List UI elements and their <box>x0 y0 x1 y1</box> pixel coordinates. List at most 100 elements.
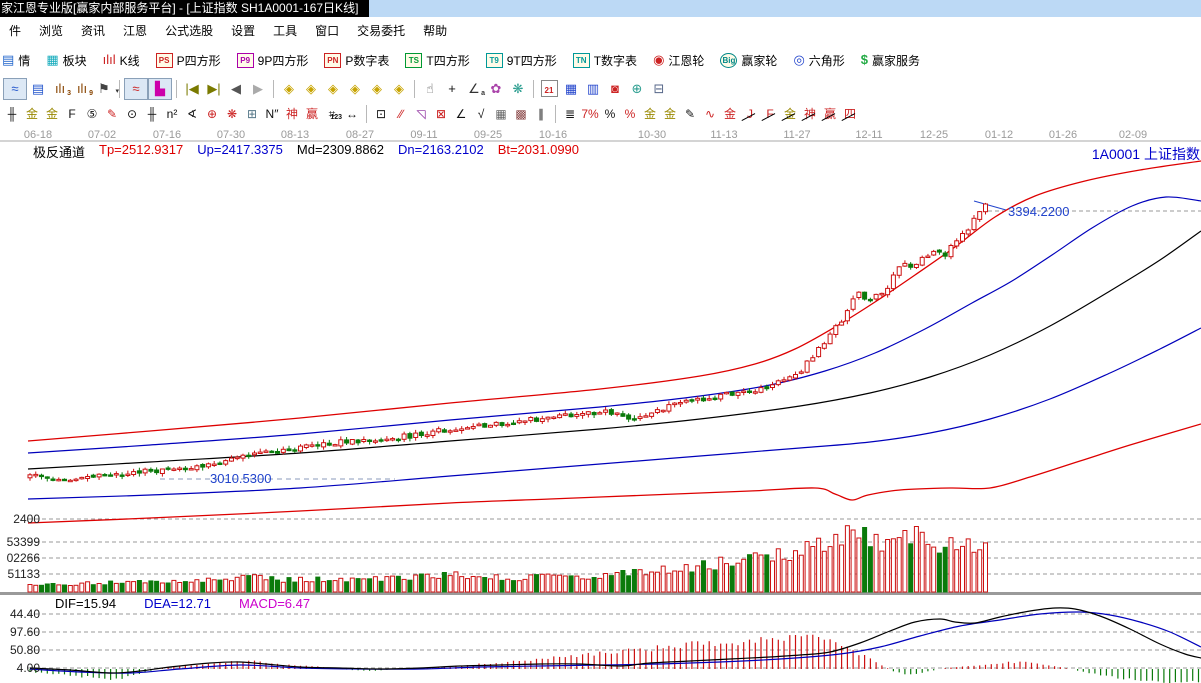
f-grid-icon[interactable]: F <box>68 106 76 121</box>
print-icon[interactable]: ⊟ <box>653 81 665 96</box>
shen-angle-icon[interactable]: 神 <box>800 105 820 123</box>
hand-tool-icon[interactable]: ☝ <box>426 81 434 96</box>
double-line-icon[interactable]: ╫ <box>7 106 17 121</box>
n-square-icon[interactable]: n² <box>166 106 178 121</box>
toolbar-item-hexagon[interactable]: ◎ 六角形 <box>785 52 852 69</box>
red-fan-icon[interactable]: ∕∕ <box>398 106 403 121</box>
j-angle-icon[interactable]: J <box>740 105 760 123</box>
ruler-123-icon[interactable]: ⌗ 123 <box>328 106 342 121</box>
comb-lines-icon[interactable]: ╫ <box>147 106 157 121</box>
gold-circle-icon[interactable]: 金 <box>643 106 656 121</box>
menu-item-0[interactable]: 件 <box>9 24 22 38</box>
pct-red-icon[interactable]: % <box>624 106 636 121</box>
check-lines-icon[interactable]: √ <box>477 106 485 121</box>
toolbar-item-9p-square[interactable]: P9 9P四方形 <box>229 52 317 69</box>
title-bar: 家江恩专业版[赢家内部服务平台] - [上证指数 SH1A0001-167日K线… <box>0 0 1201 17</box>
mirror-angle-icon[interactable]: ∢ <box>186 106 198 121</box>
menu-item-2[interactable]: 资讯 <box>81 24 106 38</box>
n-ticks-icon[interactable]: Ν″ <box>265 106 279 121</box>
flag-tool-icon[interactable]: ⚑ ▾ <box>98 81 119 96</box>
toolbar-item-t-number-table[interactable]: TN T数字表 <box>565 52 645 69</box>
grid-red-icon[interactable]: ▩ <box>515 106 527 121</box>
calendar-icon[interactable]: 21 <box>538 79 560 99</box>
toolbar-item-p-square[interactable]: PS P四方形 <box>148 52 229 69</box>
angle-measure-icon[interactable]: ∠ a <box>468 81 485 97</box>
menu-item-4[interactable]: 公式选股 <box>165 24 214 38</box>
purple-fan-icon[interactable]: ◹ <box>416 106 426 121</box>
calculator-icon[interactable]: ▦ <box>564 81 578 96</box>
red-crosshair-icon[interactable]: ⊕ <box>206 106 218 121</box>
color-histogram-icon[interactable]: ▙ <box>148 77 172 100</box>
menu-item-3[interactable]: 江恩 <box>123 24 148 38</box>
toolbar-item-winner-service[interactable]: $ 赢家服务 <box>853 52 928 69</box>
toolbar-item-t-square[interactable]: TS T四方形 <box>397 52 477 69</box>
gold-line-icon[interactable]: 金 <box>663 106 676 121</box>
diamond-all-icon[interactable]: ◈ <box>394 81 404 96</box>
crosshair-icon[interactable]: + <box>448 81 456 96</box>
menu-item-8[interactable]: 交易委托 <box>357 24 406 38</box>
bar-scale-icon[interactable]: ≣ <box>564 106 576 121</box>
chart-area[interactable] <box>0 127 1201 683</box>
red-zigzag-icon[interactable]: ≈ <box>124 77 148 100</box>
ying-tool-icon[interactable]: 赢 <box>305 106 318 121</box>
kline-icon: ılıl <box>102 52 116 67</box>
bars-3-icon[interactable]: ılı 3 <box>54 81 71 97</box>
gold-grid-icon[interactable]: 金 <box>25 106 38 121</box>
red-web-icon[interactable]: ❋ <box>226 106 238 121</box>
diamond-cross-icon[interactable]: ◈ <box>350 81 360 96</box>
ying-angle-icon[interactable]: 赢 <box>820 105 840 123</box>
diamond-right-icon[interactable]: ◈ <box>306 81 316 96</box>
seven-pct-icon[interactable]: 7% <box>581 106 599 121</box>
box-grid-icon[interactable]: ⊡ <box>375 106 387 121</box>
h-range-icon[interactable]: ↔ <box>346 106 358 121</box>
red-pen-icon[interactable]: ✎ <box>106 106 118 121</box>
bars-9-icon[interactable]: ılı 9 <box>76 81 93 97</box>
spiderweb-icon[interactable]: ⊞ <box>246 106 258 121</box>
menu-item-6[interactable]: 工具 <box>273 24 298 38</box>
next-bar-icon[interactable]: ▶ <box>253 81 263 96</box>
date-tick-10-16: 10-16 <box>538 129 568 141</box>
network-icon[interactable]: ⊕ <box>631 81 643 96</box>
clipboard-icon[interactable]: ▤ <box>31 81 45 96</box>
f-angle-icon[interactable]: F <box>760 105 780 123</box>
cycle-circle-icon[interactable]: ⊙ <box>126 106 138 121</box>
pen-bars-icon[interactable]: ✎ <box>684 106 696 121</box>
gold-angle-icon[interactable]: 金 <box>780 105 800 123</box>
gold-red-icon[interactable]: 金 <box>723 106 736 121</box>
diamond-left-icon[interactable]: ◈ <box>284 81 294 96</box>
diamond-v-icon[interactable]: ◈ <box>372 81 382 96</box>
toolbar-item-sectors[interactable]: ▦ 板块 <box>38 52 94 69</box>
last-bar-icon[interactable]: ▶| <box>207 81 221 96</box>
toolbar-item-9t-square[interactable]: T9 9T四方形 <box>478 52 565 69</box>
diamond-h-icon[interactable]: ◈ <box>328 81 338 96</box>
spiral-5-icon[interactable]: ⑤ <box>86 106 98 121</box>
four-angle-icon[interactable]: 四 <box>840 105 860 123</box>
shen-tool-icon[interactable]: 神 <box>285 106 298 121</box>
angle-fan-icon[interactable]: ∠ <box>455 106 467 121</box>
pct-icon[interactable]: % <box>604 106 616 121</box>
prev-bar-icon[interactable]: ◀ <box>231 81 241 96</box>
axis-label-50.80: 50.80 <box>9 643 40 657</box>
toolbar-item-kline[interactable]: ılıl K线 <box>95 52 148 69</box>
parallel-lines-icon[interactable]: ∥ <box>538 106 544 121</box>
save-icon[interactable]: ◙ <box>611 81 619 96</box>
red-x-box-icon[interactable]: ⊠ <box>435 106 447 121</box>
zigzag-tool-icon[interactable]: ≈ <box>3 77 27 100</box>
flower-tool-icon[interactable]: ✿ <box>490 81 502 96</box>
menu-item-1[interactable]: 浏览 <box>39 24 64 38</box>
toolbar-item-quotes[interactable]: ▤ 情 <box>0 52 38 69</box>
toolbar-item-p-number-table[interactable]: PN P数字表 <box>316 52 397 69</box>
grid-dark-icon[interactable]: ▦ <box>495 106 507 121</box>
toolbar-item-gann-wheel[interactable]: ◉ 江恩轮 <box>645 52 712 69</box>
menu-item-9[interactable]: 帮助 <box>423 24 448 38</box>
wave-icon[interactable]: ∿ <box>704 106 716 121</box>
symbol-name: 1A0001 上证指数 <box>1091 146 1200 162</box>
first-bar-icon[interactable]: |◀ <box>185 81 199 96</box>
web-tool-icon[interactable]: ❋ <box>512 81 524 96</box>
menu-item-7[interactable]: 窗口 <box>315 24 340 38</box>
toolbar-item-winner-wheel[interactable]: Big 赢家轮 <box>712 52 785 69</box>
gold-grid2-icon[interactable]: 金 <box>45 106 58 121</box>
menu-item-5[interactable]: 设置 <box>231 24 256 38</box>
notes-icon[interactable]: ▥ <box>586 81 600 96</box>
